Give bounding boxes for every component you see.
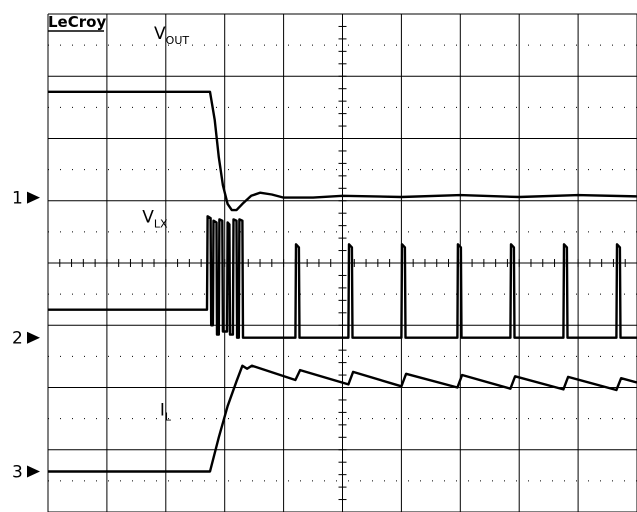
label-subscript: LX xyxy=(154,218,168,231)
trace-il xyxy=(48,364,637,473)
channel-arrow-icon xyxy=(27,331,40,344)
channel-marker-3: 3 xyxy=(12,463,23,483)
label-main: V xyxy=(142,208,154,228)
trace-vout xyxy=(48,90,637,212)
waveform-traces xyxy=(48,90,637,473)
trace-vlx xyxy=(48,215,637,339)
label-main: I xyxy=(160,401,165,421)
label-main: V xyxy=(154,24,166,44)
label-vout: VOUT xyxy=(154,24,189,47)
channel-arrow-icon xyxy=(27,465,40,478)
channel-marker-2: 2 xyxy=(12,329,23,349)
label-vlx: VLX xyxy=(142,208,168,231)
label-subscript: OUT xyxy=(166,34,190,47)
brand-logo: LeCroy xyxy=(48,13,106,31)
label-subscript: L xyxy=(165,411,172,424)
channel-arrow-icon xyxy=(27,191,40,204)
label-il: IL xyxy=(160,401,172,424)
channel-markers: 1 2 3 xyxy=(12,189,40,483)
channel-marker-1: 1 xyxy=(12,189,23,209)
